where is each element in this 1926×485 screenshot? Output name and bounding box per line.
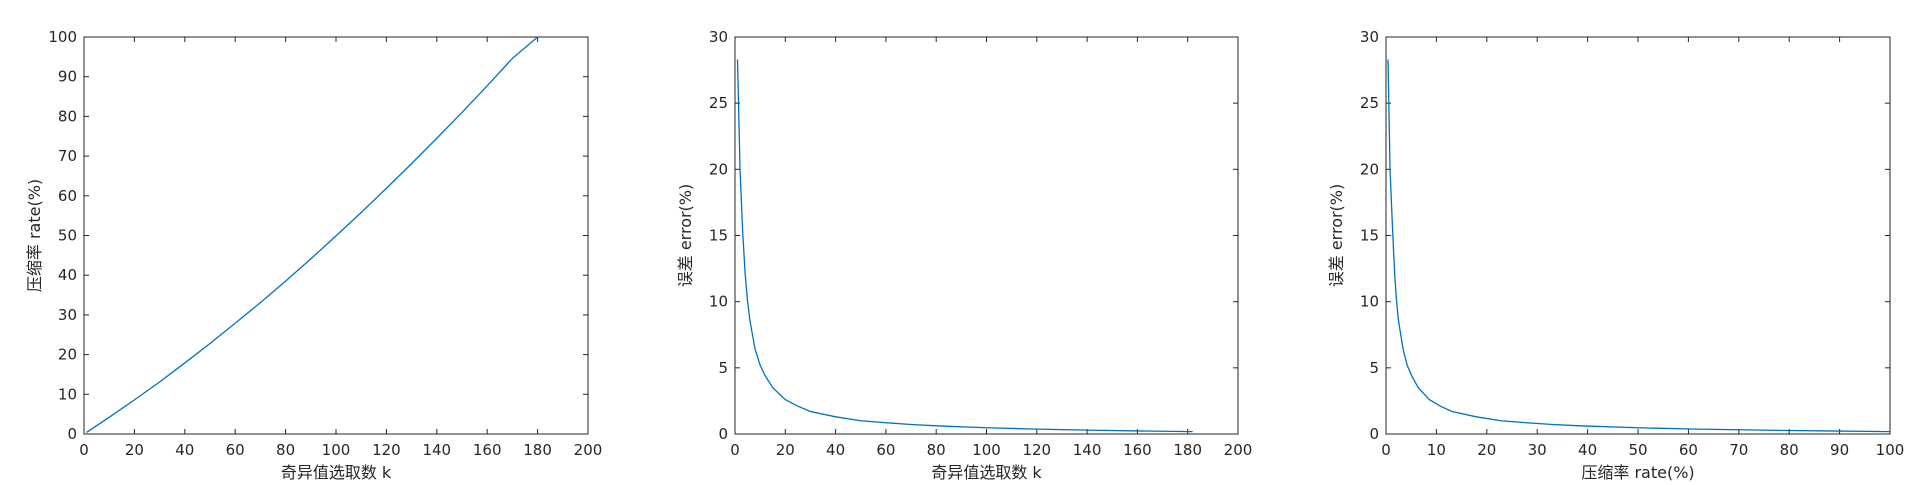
x-tick-label: 90 — [1830, 441, 1849, 459]
y-tick-label: 25 — [709, 94, 728, 112]
chart-1: 0 20 40 60 80 100 120 140 160 180 200 0 10 20 30 40 50 60… — [25, 28, 603, 482]
y-tick-label: 10 — [1360, 293, 1379, 311]
x-tick-label: 30 — [1528, 441, 1547, 459]
x-axis-label: 奇异值选取数 k — [931, 463, 1042, 481]
x-tick-label: 100 — [322, 441, 351, 459]
x-tick-label: 160 — [1123, 441, 1152, 459]
y-tick-label: 90 — [58, 68, 77, 86]
x-tick-label: 20 — [125, 441, 144, 459]
y-tick-label: 0 — [1369, 425, 1379, 443]
x-tick-label: 180 — [523, 441, 552, 459]
x-tick-label: 120 — [372, 441, 401, 459]
y-tick-label: 15 — [1360, 227, 1379, 245]
x-tick-label: 60 — [876, 441, 895, 459]
y-tick-label: 0 — [718, 425, 728, 443]
x-tick-label: 140 — [1073, 441, 1102, 459]
x-tick-label: 200 — [574, 441, 603, 459]
x-tick-label: 40 — [1578, 441, 1597, 459]
series-line — [736, 59, 1193, 433]
x-tick-label: 60 — [226, 441, 245, 459]
series-line — [1387, 59, 1890, 433]
x-axis-label: 奇异值选取数 k — [281, 463, 392, 481]
plot-area-frame — [734, 36, 1239, 435]
x-tick-label: 80 — [1780, 441, 1799, 459]
x-tick-label: 180 — [1173, 441, 1202, 459]
x-tick-label: 200 — [1224, 441, 1253, 459]
x-axis-label: 压缩率 rate(%) — [1581, 463, 1694, 481]
y-tick-label: 10 — [709, 293, 728, 311]
y-tick-label: 20 — [709, 160, 728, 178]
y-tick-label: 30 — [709, 28, 728, 46]
y-tick-label: 100 — [48, 28, 77, 46]
y-tick-label: 30 — [1360, 28, 1379, 46]
x-tick-label: 60 — [1679, 441, 1698, 459]
y-tick-label: 20 — [58, 346, 77, 364]
y-axis-label: 压缩率 rate(%) — [25, 179, 44, 292]
y-axis-label: 误差 error(%) — [1327, 184, 1346, 288]
y-tick-label: 80 — [58, 107, 77, 125]
chart-2: 0 20 40 60 80 100 120 140 160 180 200 0 5 10 15 20 25 30 奇… — [676, 28, 1253, 482]
x-tick-label: 50 — [1628, 441, 1647, 459]
y-tick-label: 5 — [1369, 359, 1379, 377]
x-tick-label: 40 — [826, 441, 845, 459]
x-tick-label: 20 — [776, 441, 795, 459]
y-tick-label: 30 — [58, 306, 77, 324]
x-tick-label: 120 — [1022, 441, 1051, 459]
y-tick-label: 50 — [58, 227, 77, 245]
x-tick-label: 80 — [927, 441, 946, 459]
x-tick-label: 70 — [1729, 441, 1748, 459]
x-tick-label: 20 — [1477, 441, 1496, 459]
x-tick-label: 100 — [972, 441, 1001, 459]
y-tick-label: 5 — [718, 359, 728, 377]
y-tick-label: 40 — [58, 266, 77, 284]
y-axis-label: 误差 error(%) — [676, 184, 695, 288]
y-tick-label: 20 — [1360, 160, 1379, 178]
x-tick-label: 0 — [1381, 441, 1391, 459]
y-tick-label: 60 — [58, 187, 77, 205]
x-tick-label: 140 — [422, 441, 451, 459]
x-tick-label: 80 — [276, 441, 295, 459]
x-tick-label: 10 — [1427, 441, 1446, 459]
x-tick-label: 160 — [473, 441, 502, 459]
x-tick-label: 0 — [730, 441, 740, 459]
y-tick-label: 0 — [67, 425, 77, 443]
y-tick-label: 10 — [58, 385, 77, 403]
x-tick-label: 100 — [1876, 441, 1905, 459]
x-tick-label: 0 — [79, 441, 89, 459]
y-tick-label: 70 — [58, 147, 77, 165]
chart-3: 0 10 20 30 40 50 60 70 80 90 100 0 5 10 15 20 25 30 压缩率 ra… — [1327, 28, 1905, 482]
x-tick-label: 40 — [175, 441, 194, 459]
y-tick-label: 15 — [709, 227, 728, 245]
plot-area-frame — [1385, 36, 1891, 435]
y-tick-label: 25 — [1360, 94, 1379, 112]
series-line — [86, 37, 539, 433]
